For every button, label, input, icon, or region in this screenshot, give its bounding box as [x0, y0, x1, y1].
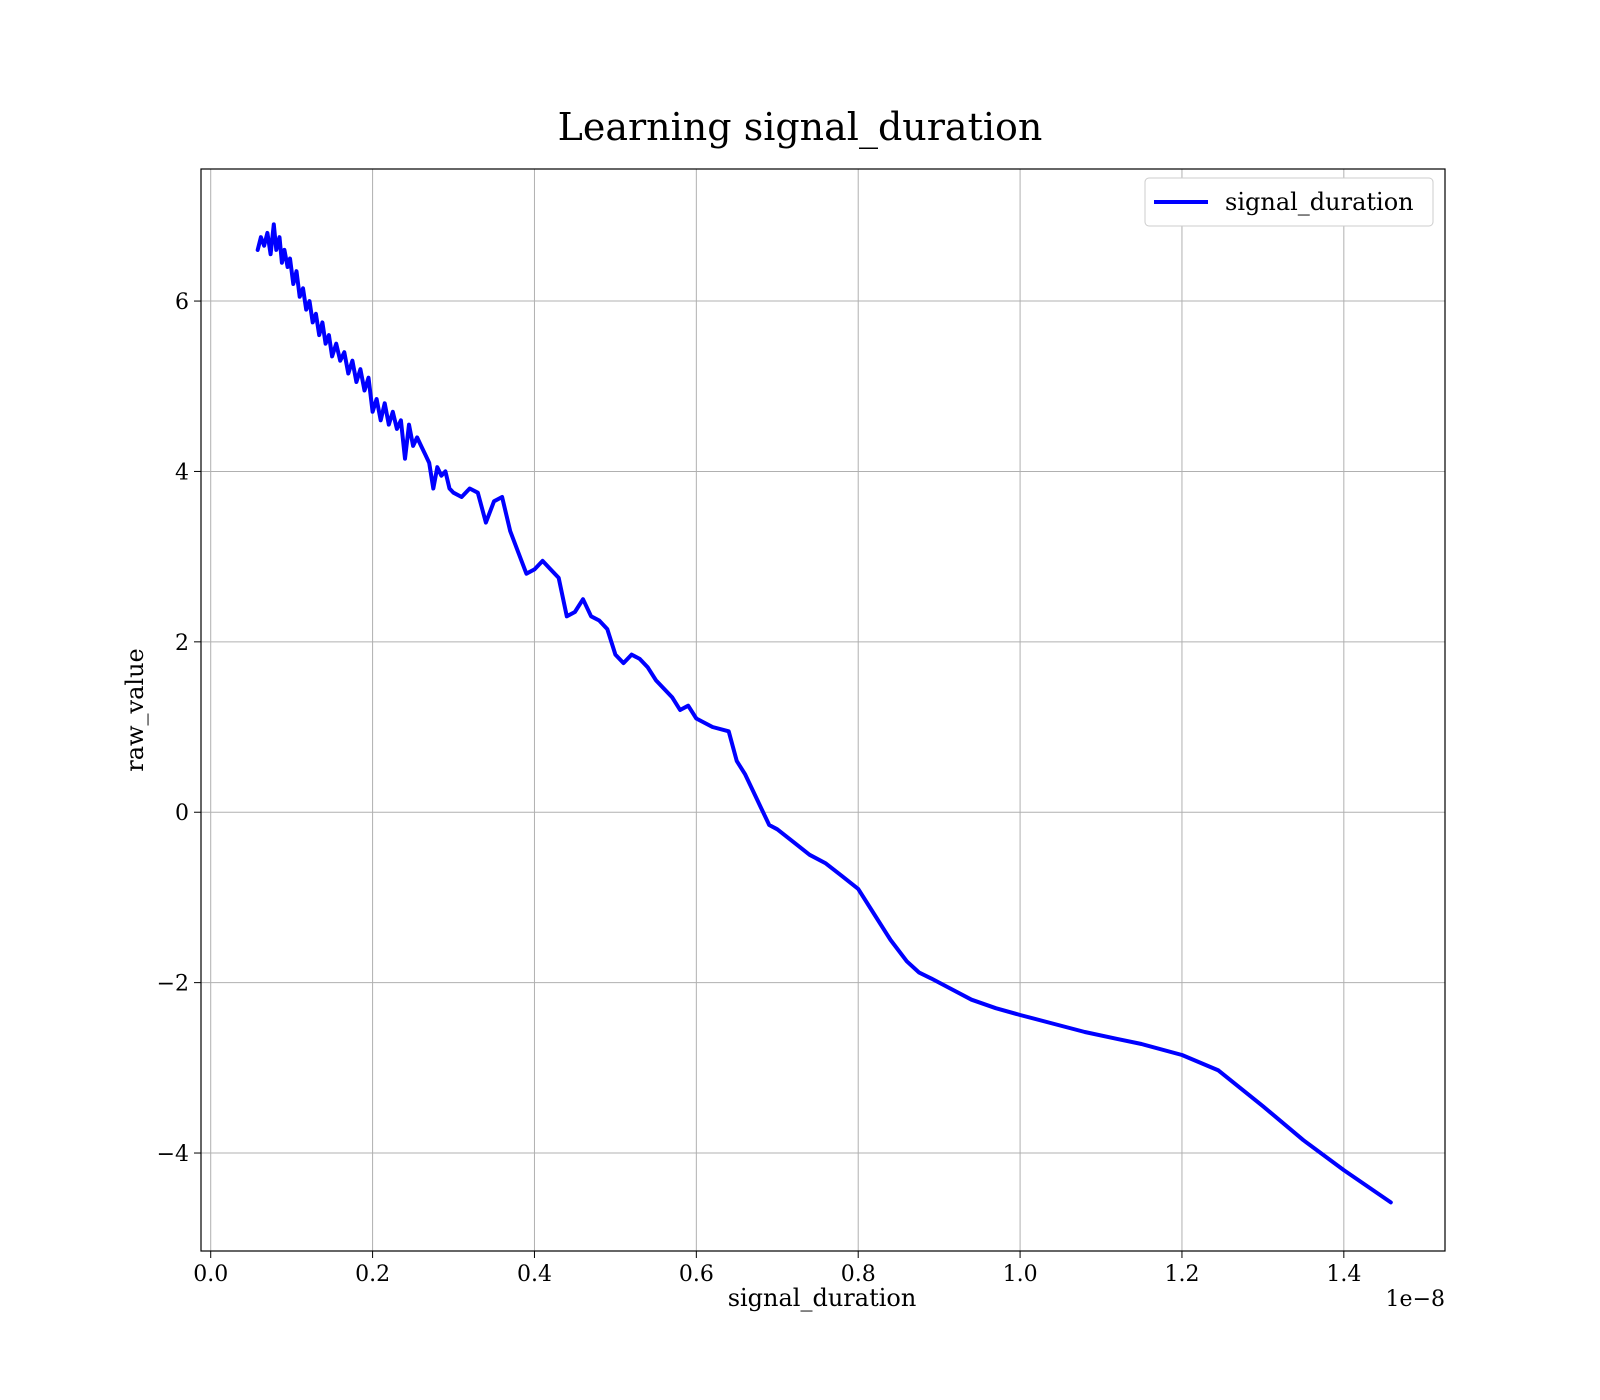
x-tick-label: 1.4 — [1326, 1262, 1361, 1287]
y-tick-label: 6 — [175, 290, 189, 315]
x-axis-ticks: 0.0 0.2 0.4 0.6 0.8 1.0 1.2 1.4 — [193, 1251, 1361, 1287]
y-tick-label: −2 — [157, 972, 189, 997]
series-line-signal-duration — [255, 222, 1393, 1205]
x-tick-label: 0.8 — [841, 1262, 876, 1287]
plot-frame — [200, 168, 1446, 1252]
series-layer — [255, 222, 1393, 1205]
x-axis-offset-label: 1e−8 — [1386, 1287, 1445, 1312]
y-tick-label: 4 — [175, 460, 189, 485]
y-tick-label: −4 — [157, 1142, 189, 1167]
x-tick-label: 0.6 — [679, 1262, 714, 1287]
x-axis-label: signal_duration — [728, 1284, 917, 1312]
x-tick-label: 1.0 — [1003, 1262, 1038, 1287]
y-axis-ticks: −4 −2 0 2 4 6 — [157, 290, 201, 1167]
y-tick-label: 2 — [175, 631, 189, 656]
x-tick-label: 0.2 — [355, 1262, 390, 1287]
legend: signal_duration — [1144, 177, 1434, 227]
y-axis-label: raw_value — [121, 648, 149, 772]
grid-lines — [201, 169, 1445, 1251]
legend-label: signal_duration — [1225, 188, 1414, 216]
x-tick-label: 0.0 — [193, 1262, 228, 1287]
chart-title: Learning signal_duration — [558, 105, 1043, 150]
legend-box — [1144, 177, 1434, 227]
x-tick-label: 0.4 — [517, 1262, 552, 1287]
x-tick-label: 1.2 — [1164, 1262, 1199, 1287]
y-tick-label: 0 — [175, 801, 189, 826]
